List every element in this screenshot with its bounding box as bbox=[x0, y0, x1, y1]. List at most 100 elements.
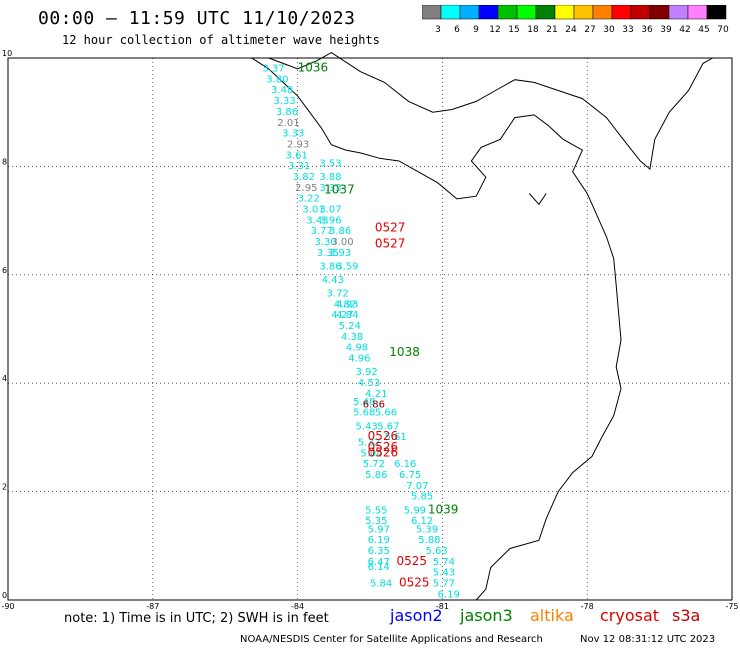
wave-height-value: 3.86 bbox=[319, 261, 341, 272]
pass-time-label: 0526 bbox=[368, 445, 399, 459]
colorbar-label: 3 bbox=[435, 25, 441, 35]
pass-time-label: 0527 bbox=[375, 237, 406, 251]
pass-time-label: 0525 bbox=[397, 554, 428, 568]
colorbar-label: 70 bbox=[717, 25, 729, 35]
wave-height-value: 5.43 bbox=[356, 421, 378, 432]
wave-height-value: 5.67 bbox=[377, 421, 399, 432]
wave-height-value: 3.00 bbox=[331, 237, 353, 248]
colorbar-label: 6 bbox=[454, 25, 460, 35]
wave-height-value: 3.86 bbox=[276, 107, 298, 118]
wave-height-value: 3.43 bbox=[306, 215, 328, 226]
wave-height-value: 3.86 bbox=[329, 226, 351, 237]
wave-height-value: 5.35 bbox=[365, 516, 387, 527]
wave-height-value: 4.93 bbox=[336, 299, 358, 310]
wave-height-value: 5.39 bbox=[416, 524, 438, 535]
colorbar-label: 30 bbox=[603, 25, 615, 35]
colorbar-label: 21 bbox=[546, 25, 557, 35]
longitude-tick-label: -78 bbox=[581, 602, 594, 610]
wave-height-value: 4.96 bbox=[348, 354, 370, 365]
latitude-tick-label: 4 bbox=[2, 374, 7, 383]
wave-height-value: 6.19 bbox=[368, 535, 390, 546]
wave-height-value: 3.80 bbox=[266, 74, 288, 85]
wave-height-value: 6.75 bbox=[399, 470, 421, 481]
longitude-tick-label: -75 bbox=[725, 602, 738, 610]
wave-height-value: 6.35 bbox=[368, 546, 390, 557]
satellite-name-jason2: jason2 bbox=[390, 606, 443, 625]
wave-height-value: 5.61 bbox=[384, 432, 406, 443]
longitude-tick-label: -84 bbox=[291, 602, 304, 610]
satellite-name-cryosat: cryosat bbox=[600, 606, 660, 625]
colorbar-label: 18 bbox=[527, 25, 539, 35]
wave-height-value: 3.72 bbox=[327, 288, 349, 299]
wave-height-value: 4.38 bbox=[341, 332, 363, 343]
colorbar-label: 42 bbox=[679, 25, 690, 35]
wave-height-value: 5.66 bbox=[375, 408, 397, 419]
wave-height-value: 3.61 bbox=[286, 150, 308, 161]
footer-timestamp: Nov 12 08:31:12 UTC 2023 bbox=[580, 634, 716, 645]
satellite-name-altika: altika bbox=[530, 606, 574, 625]
wave-height-value: 5.32 bbox=[358, 438, 380, 449]
wave-height-value: 6.86 bbox=[363, 400, 385, 411]
wave-height-map: -90 -87 -84 -81 -78 -7502468103.373.803.483.3… bbox=[1, 49, 738, 610]
longitude-tick-label: -87 bbox=[146, 602, 159, 610]
note-text: note: 1) Time is in UTC; 2) SWH is in fe… bbox=[64, 611, 329, 626]
colorbar-label: 27 bbox=[584, 25, 595, 35]
wave-height-value: 3.22 bbox=[298, 194, 320, 205]
caribbean-coastline bbox=[268, 52, 713, 171]
wave-height-value: 6.16 bbox=[394, 459, 416, 470]
wave-height-value: 5.63 bbox=[426, 546, 448, 557]
wave-height-value: 5.74 bbox=[433, 557, 455, 568]
colorbar-label: 12 bbox=[489, 25, 500, 35]
map-title: 00:00 – 11:59 UTC 11/10/2023 bbox=[38, 8, 356, 29]
wave-height-value: 5.77 bbox=[433, 578, 455, 589]
footer-credit: NOAA/NESDIS Center for Satellite Applica… bbox=[240, 634, 543, 645]
wave-height-value: 4.84 bbox=[336, 310, 358, 321]
wave-height-value: 3.53 bbox=[319, 158, 341, 169]
satellite-name-jason3: jason3 bbox=[460, 606, 513, 625]
wave-height-value: 2.01 bbox=[277, 118, 299, 129]
colorbar-label: 33 bbox=[622, 25, 633, 35]
wave-height-value: 6.14 bbox=[368, 562, 390, 573]
wave-height-value: 3.07 bbox=[319, 204, 341, 215]
wave-height-value: 3.33 bbox=[273, 96, 295, 107]
wave-height-value: 3.33 bbox=[282, 129, 304, 140]
wave-height-value: 5.86 bbox=[365, 470, 387, 481]
wave-height-value: 5.88 bbox=[418, 535, 440, 546]
pass-time-label: 1037 bbox=[324, 183, 355, 197]
colorbar-label: 15 bbox=[508, 25, 519, 35]
pacific-coastline bbox=[251, 57, 622, 601]
latitude-tick-label: 6 bbox=[2, 266, 7, 275]
latitude-tick-label: 0 bbox=[2, 591, 7, 600]
wave-height-value: 5.48 bbox=[353, 397, 375, 408]
wave-height-value: 3.92 bbox=[356, 367, 378, 378]
colorbar-label: 9 bbox=[473, 25, 479, 35]
wave-height-value: 3.77 bbox=[311, 226, 333, 237]
longitude-tick-label: -90 bbox=[1, 602, 14, 610]
wave-height-value: 3.35 bbox=[317, 248, 339, 259]
wave-height-value: 2.93 bbox=[287, 139, 309, 150]
colorbar-swatch bbox=[706, 5, 727, 20]
wave-height-value: 3.48 bbox=[271, 85, 293, 96]
wave-height-value: 4.27 bbox=[331, 310, 353, 321]
wave-height-value: 5.04 bbox=[360, 448, 382, 459]
wave-height-value: 5.84 bbox=[370, 578, 392, 589]
pass-time-label: 1038 bbox=[389, 345, 420, 359]
colorbar-label: 36 bbox=[641, 25, 653, 35]
wave-height-value: 3.01 bbox=[302, 204, 324, 215]
wave-height-value: 6.12 bbox=[411, 516, 433, 527]
colorbar-label: 39 bbox=[660, 25, 672, 35]
wave-height-value: 6.19 bbox=[438, 589, 460, 600]
wave-height-value: 5.55 bbox=[365, 505, 387, 516]
island-outline bbox=[528, 193, 547, 206]
wave-height-value: 3.31 bbox=[288, 161, 310, 172]
wave-height-value: 2.95 bbox=[295, 183, 317, 194]
wave-height-value: 4.53 bbox=[358, 378, 380, 389]
wave-height-value: 5.68 bbox=[353, 408, 375, 419]
pass-time-label: 1039 bbox=[428, 502, 459, 516]
wave-height-value: 3.30 bbox=[314, 237, 336, 248]
wave-height-value: 4.43 bbox=[322, 275, 344, 286]
map-subtitle: 12 hour collection of altimeter wave hei… bbox=[62, 33, 380, 47]
wave-height-value: 3.96 bbox=[319, 215, 341, 226]
wave-height-value: 6.47 bbox=[368, 557, 390, 568]
